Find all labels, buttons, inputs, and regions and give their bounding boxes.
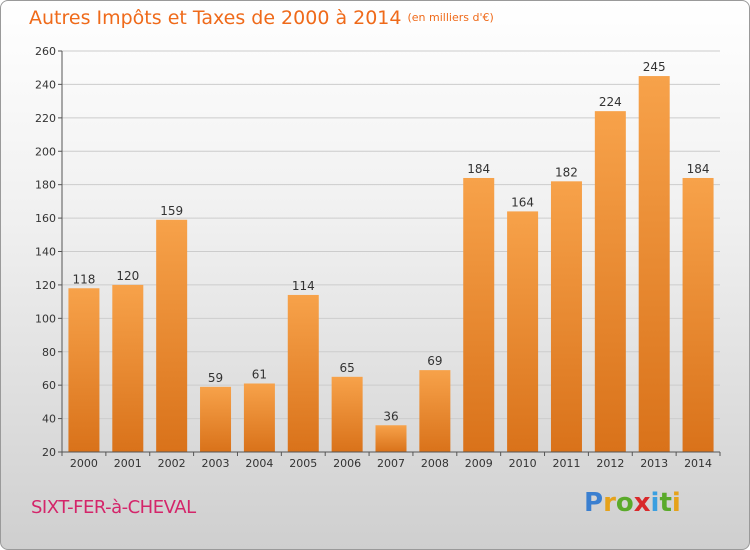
logo-letter: i <box>650 488 660 518</box>
x-tick-label-2002: 2002 <box>158 457 186 470</box>
data-label-2009: 184 <box>467 162 490 176</box>
data-label-2005: 114 <box>292 279 315 293</box>
bar-2010 <box>507 211 539 452</box>
x-tick-label-2000: 2000 <box>70 457 98 470</box>
y-tick-label: 100 <box>35 312 56 325</box>
logo-letter: t <box>659 488 672 518</box>
proxiti-logo: Proxiti <box>584 488 681 518</box>
data-label-2007: 36 <box>383 409 398 423</box>
x-tick-label-2010: 2010 <box>509 457 537 470</box>
data-label-2001: 120 <box>116 269 139 283</box>
bar-2013 <box>638 76 670 452</box>
x-tick-label-2013: 2013 <box>640 457 668 470</box>
x-tick-label-2014: 2014 <box>684 457 712 470</box>
y-tick-label: 160 <box>35 212 56 225</box>
y-tick-label: 60 <box>42 379 56 392</box>
y-tick-label: 20 <box>42 446 56 459</box>
data-label-2002: 159 <box>160 204 183 218</box>
y-tick-label: 40 <box>42 413 56 426</box>
data-label-2000: 118 <box>72 272 95 286</box>
x-tick-label-2006: 2006 <box>333 457 361 470</box>
axes: 20 40 60 80 100 120 140 160 180 200 220 240 260 <box>35 45 721 459</box>
y-tick-label: 80 <box>42 346 56 359</box>
logo-letter: P <box>584 488 604 518</box>
bar-2008 <box>419 370 451 452</box>
bar-2003 <box>200 386 232 452</box>
x-tick-label-2001: 2001 <box>114 457 142 470</box>
bar-2001 <box>112 284 144 452</box>
data-label-2003: 59 <box>208 371 223 385</box>
data-label-2008: 69 <box>427 354 442 368</box>
x-tick-label-2005: 2005 <box>289 457 317 470</box>
data-label-2004: 61 <box>252 367 267 381</box>
bar-2009 <box>463 177 495 452</box>
bar-2011 <box>550 181 582 452</box>
bar-2004 <box>243 383 275 452</box>
logo-letter: x <box>633 488 651 518</box>
data-label-2011: 182 <box>555 165 578 179</box>
data-label-2013: 245 <box>643 60 666 74</box>
y-tick-label: 140 <box>35 246 56 259</box>
y-tick-label: 260 <box>35 45 56 58</box>
data-label-2014: 184 <box>687 162 710 176</box>
bar-2005 <box>287 294 319 452</box>
chart-title: Autres Impôts et Taxes de 2000 à 2014 (en… <box>29 7 494 29</box>
x-tick-label-2011: 2011 <box>552 457 580 470</box>
y-tick-label: 180 <box>35 179 56 192</box>
place-name: SIXT-FER-à-CHEVAL <box>31 497 196 518</box>
y-tick-label: 240 <box>35 78 56 91</box>
logo-letter: r <box>603 488 616 518</box>
bar-2007 <box>375 425 407 452</box>
y-tick-label: 200 <box>35 145 56 158</box>
labels: 118 2000 120 2001 159 2002 59 2003 61 2004 114 2005… <box>70 60 712 470</box>
x-tick-label-2003: 2003 <box>202 457 230 470</box>
logo-letter: o <box>615 488 634 518</box>
title-unit: (en milliers d'€) <box>407 11 494 24</box>
logo-letter: i <box>671 488 681 518</box>
x-tick-label-2004: 2004 <box>245 457 273 470</box>
data-label-2006: 65 <box>339 361 354 375</box>
bar-2012 <box>594 111 626 453</box>
x-tick-label-2012: 2012 <box>596 457 624 470</box>
bar-2000 <box>68 288 100 452</box>
x-tick-label-2009: 2009 <box>465 457 493 470</box>
bar-2002 <box>156 219 188 452</box>
bar-2014 <box>682 177 714 452</box>
title-text: Autres Impôts et Taxes de 2000 à 2014 <box>29 7 402 29</box>
x-tick-label-2008: 2008 <box>421 457 449 470</box>
data-label-2010: 164 <box>511 195 534 209</box>
y-tick-label: 220 <box>35 112 56 125</box>
data-label-2012: 224 <box>599 95 622 109</box>
y-tick-label: 120 <box>35 279 56 292</box>
x-tick-label-2007: 2007 <box>377 457 405 470</box>
bars <box>68 76 714 453</box>
bar-2006 <box>331 376 363 452</box>
